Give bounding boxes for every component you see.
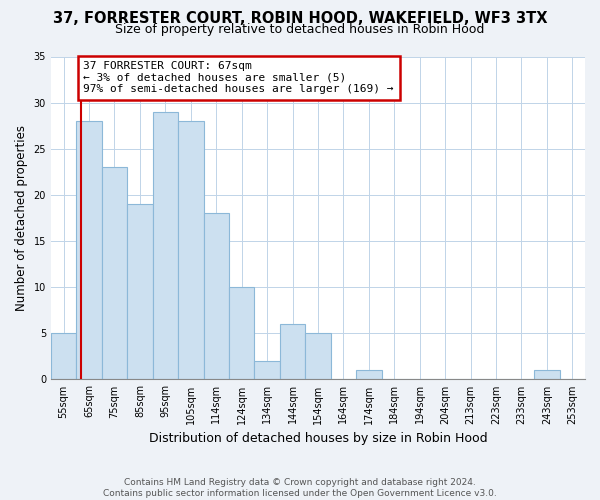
- Bar: [229, 287, 254, 380]
- Bar: [254, 361, 280, 380]
- X-axis label: Distribution of detached houses by size in Robin Hood: Distribution of detached houses by size …: [149, 432, 487, 445]
- Bar: [102, 167, 127, 380]
- Text: 37, FORRESTER COURT, ROBIN HOOD, WAKEFIELD, WF3 3TX: 37, FORRESTER COURT, ROBIN HOOD, WAKEFIE…: [53, 11, 547, 26]
- Bar: [76, 121, 102, 380]
- Text: Size of property relative to detached houses in Robin Hood: Size of property relative to detached ho…: [115, 22, 485, 36]
- Bar: [534, 370, 560, 380]
- Y-axis label: Number of detached properties: Number of detached properties: [15, 125, 28, 311]
- Bar: [356, 370, 382, 380]
- Bar: [178, 121, 203, 380]
- Bar: [152, 112, 178, 380]
- Bar: [51, 334, 76, 380]
- Bar: [127, 204, 152, 380]
- Bar: [203, 214, 229, 380]
- Text: Contains HM Land Registry data © Crown copyright and database right 2024.
Contai: Contains HM Land Registry data © Crown c…: [103, 478, 497, 498]
- Text: 37 FORRESTER COURT: 67sqm
← 3% of detached houses are smaller (5)
97% of semi-de: 37 FORRESTER COURT: 67sqm ← 3% of detach…: [83, 61, 394, 94]
- Bar: [305, 334, 331, 380]
- Bar: [280, 324, 305, 380]
